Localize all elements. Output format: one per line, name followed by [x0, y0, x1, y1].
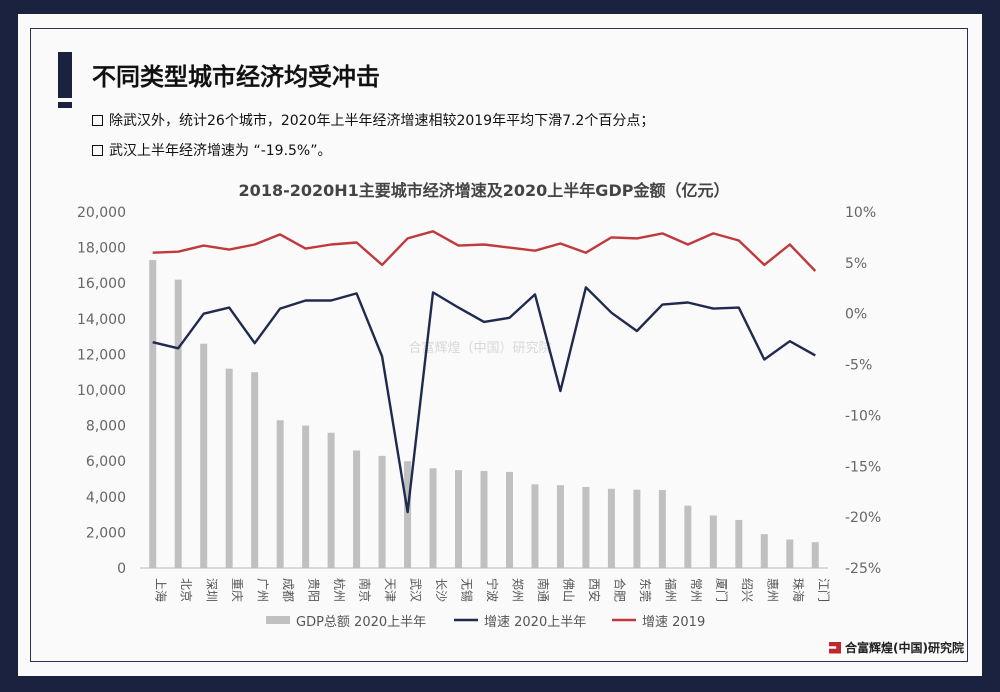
- x-tick-label: 成都: [281, 578, 295, 602]
- bullet-text: 除武汉外，统计26个城市，2020年上半年经济增速相较2019年平均下滑7.2个…: [109, 113, 655, 129]
- x-tick-label: 上海: [154, 578, 169, 602]
- legend-label: 增速 2020上半年: [484, 615, 586, 630]
- y-left-tick-label: 6,000: [86, 454, 126, 470]
- y-right-tick-label: 0%: [845, 307, 867, 323]
- logo-text: 合富辉煌(中国)研究院: [845, 641, 964, 655]
- bullet-item: 除武汉外，统计26个城市，2020年上半年经济增速相较2019年平均下滑7.2个…: [92, 110, 654, 130]
- x-tick-label: 绍兴: [740, 578, 754, 602]
- bar: [709, 515, 717, 568]
- y-right-tick-label: -5%: [845, 358, 872, 374]
- bar: [531, 484, 539, 568]
- x-tick-label: 江门: [816, 578, 831, 602]
- y-left-tick-label: 16,000: [77, 276, 126, 292]
- bullet-box-icon: [92, 114, 103, 126]
- y-right-tick-label: 10%: [845, 205, 876, 221]
- x-tick-label: 东莞: [638, 578, 652, 602]
- y-right-tick-label: -15%: [845, 459, 881, 475]
- y-right-tick-label: -25%: [845, 561, 881, 577]
- y-left-tick-label: 18,000: [77, 241, 126, 257]
- bar: [658, 490, 666, 568]
- x-tick-label: 厦门: [714, 578, 729, 602]
- y-right-tick-label: -20%: [845, 510, 881, 526]
- title-accent-bar: [58, 52, 72, 98]
- bullet-item: 武汉上半年经济增速为 “-19.5%”。: [92, 140, 331, 160]
- bar: [149, 260, 157, 568]
- watermark-text: 合富辉煌（中国）研究院: [408, 340, 551, 356]
- x-tick-label: 武汉: [409, 578, 423, 602]
- brand-logo: 合富辉煌(中国)研究院: [829, 639, 964, 656]
- bar: [251, 372, 259, 568]
- bar: [556, 485, 564, 568]
- bar: [480, 470, 488, 568]
- y-left-tick-label: 10,000: [77, 383, 126, 399]
- x-tick-label: 重庆: [230, 578, 244, 602]
- legend-label: 增速 2019: [642, 615, 705, 630]
- series-line: [152, 230, 817, 272]
- y-left-tick-label: 20,000: [77, 205, 126, 221]
- x-tick-label: 福州: [663, 578, 678, 602]
- y-right-tick-label: 5%: [845, 256, 867, 272]
- y-left-tick-label: 8,000: [86, 419, 126, 435]
- x-tick-label: 佛山: [561, 578, 575, 602]
- y-left-tick-label: 0: [117, 561, 126, 577]
- y-left-tick-label: 2,000: [86, 525, 126, 541]
- y-left-tick-label: 12,000: [77, 347, 126, 363]
- bar: [225, 368, 233, 568]
- logo-mark-icon: [829, 641, 842, 654]
- bar: [684, 505, 692, 568]
- x-tick-label: 深圳: [205, 578, 219, 602]
- page-title: 不同类型城市经济均受冲击: [92, 63, 380, 91]
- bar: [327, 432, 335, 568]
- bar: [811, 542, 819, 568]
- legend-label: GDP总额 2020上半年: [296, 615, 426, 630]
- x-tick-label: 南通: [536, 578, 551, 602]
- y-left-tick-label: 4,000: [86, 490, 126, 506]
- x-tick-label: 珠海: [791, 578, 806, 602]
- x-tick-label: 郑州: [510, 578, 525, 602]
- x-tick-label: 广州: [256, 578, 270, 602]
- bar: [607, 488, 615, 568]
- bar: [276, 420, 284, 568]
- x-tick-label: 合肥: [612, 578, 627, 602]
- title-accent-dot: [58, 102, 72, 108]
- x-tick-label: 惠州: [765, 578, 779, 602]
- x-tick-label: 贵阳: [307, 578, 321, 602]
- x-tick-label: 北京: [179, 578, 193, 602]
- y-right-tick-label: -10%: [845, 408, 881, 424]
- x-tick-label: 西安: [587, 578, 602, 602]
- bar: [378, 455, 386, 568]
- bar: [760, 534, 768, 568]
- bar: [735, 519, 743, 568]
- bar: [505, 471, 513, 568]
- bar: [404, 461, 412, 568]
- x-tick-label: 常州: [689, 578, 703, 602]
- x-tick-label: 无锡: [460, 578, 475, 602]
- bullet-text: 武汉上半年经济增速为 “-19.5%”。: [109, 143, 332, 159]
- bar: [455, 470, 463, 568]
- bar: [174, 279, 182, 568]
- x-tick-label: 宁波: [485, 578, 500, 602]
- content-frame: [30, 28, 968, 662]
- bar: [633, 489, 641, 568]
- x-tick-label: 杭州: [332, 578, 347, 602]
- bar: [353, 450, 361, 568]
- bar: [429, 468, 437, 568]
- y-left-tick-label: 14,000: [77, 312, 126, 328]
- legend-swatch-bar: [266, 616, 290, 624]
- x-tick-label: 天津: [383, 578, 397, 602]
- bar: [786, 539, 794, 568]
- x-tick-label: 长沙: [434, 578, 448, 602]
- bullet-box-icon: [92, 144, 103, 156]
- x-tick-label: 南京: [358, 578, 373, 602]
- bar: [302, 425, 310, 568]
- bar: [200, 343, 208, 568]
- bar: [582, 487, 590, 568]
- chart-title: 2018-2020H1主要城市经济增速及2020上半年GDP金额（亿元）: [239, 181, 730, 200]
